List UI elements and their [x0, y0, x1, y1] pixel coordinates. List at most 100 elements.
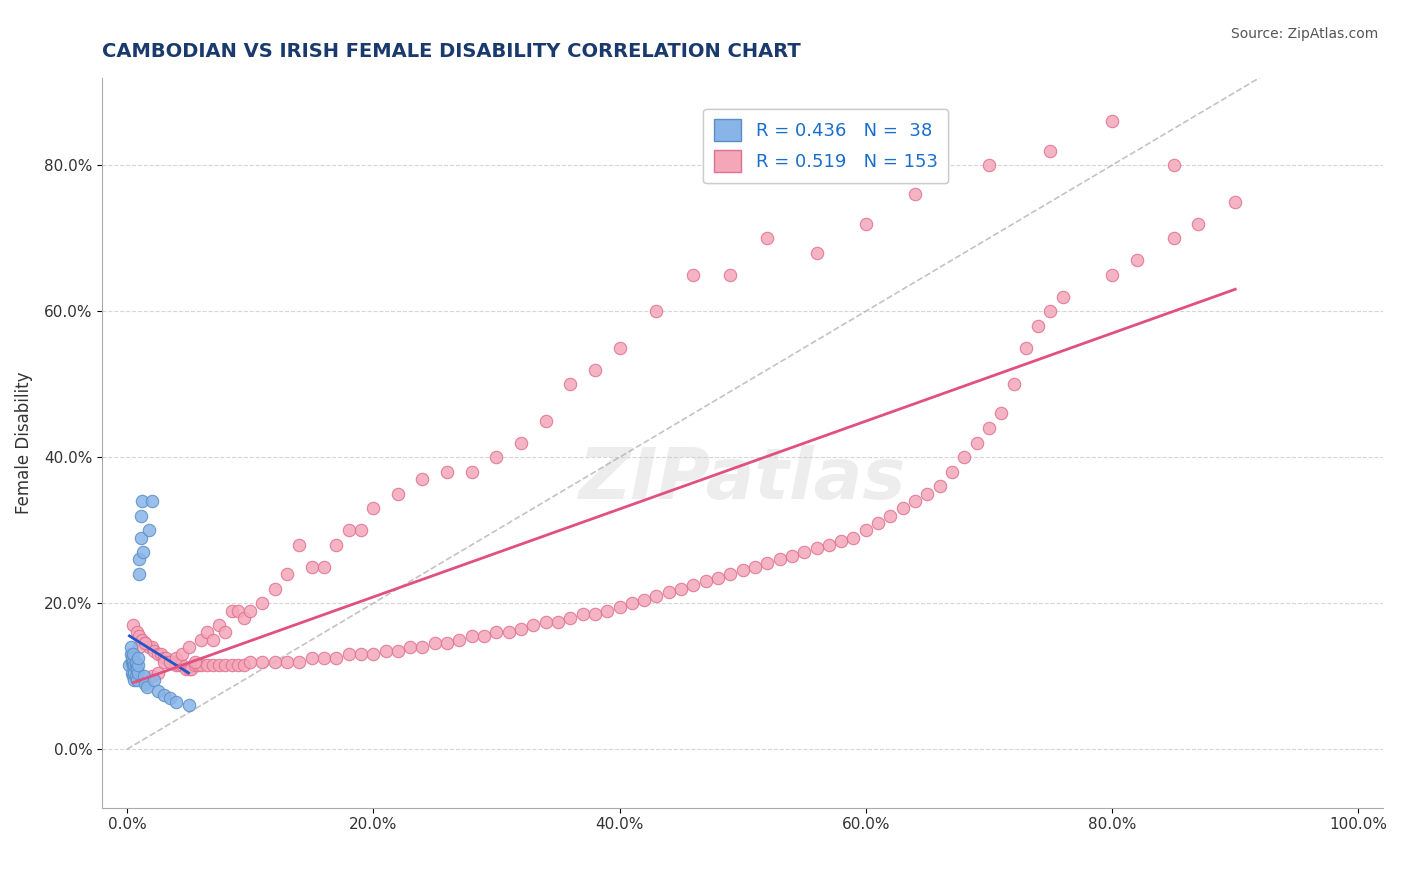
- Point: [208, 618, 231, 632]
- Point: [645, 589, 668, 603]
- Point: [387, 487, 409, 501]
- Point: [718, 268, 741, 282]
- Point: [534, 615, 557, 629]
- Point: [146, 648, 169, 662]
- Point: [756, 556, 779, 570]
- Point: [146, 684, 169, 698]
- Point: [127, 665, 149, 680]
- Point: [633, 592, 655, 607]
- Point: [183, 658, 205, 673]
- Point: [124, 673, 146, 687]
- Point: [118, 658, 141, 673]
- Point: [125, 673, 148, 687]
- Point: [190, 658, 212, 673]
- Point: [1163, 231, 1185, 245]
- Point: [135, 680, 157, 694]
- Point: [128, 629, 150, 643]
- Point: [731, 563, 754, 577]
- Point: [1163, 158, 1185, 172]
- Text: ZIPatlas: ZIPatlas: [579, 444, 907, 514]
- Point: [208, 658, 231, 673]
- Point: [134, 676, 156, 690]
- Point: [977, 421, 1000, 435]
- Point: [361, 648, 384, 662]
- Point: [131, 494, 153, 508]
- Point: [122, 648, 145, 662]
- Point: [645, 304, 668, 318]
- Point: [129, 531, 152, 545]
- Point: [374, 643, 396, 657]
- Point: [498, 625, 520, 640]
- Point: [350, 648, 373, 662]
- Point: [177, 662, 200, 676]
- Point: [990, 406, 1012, 420]
- Point: [1225, 194, 1247, 209]
- Point: [226, 658, 249, 673]
- Point: [361, 501, 384, 516]
- Point: [153, 688, 176, 702]
- Point: [1015, 341, 1038, 355]
- Point: [134, 636, 156, 650]
- Point: [411, 640, 433, 654]
- Point: [461, 465, 484, 479]
- Point: [124, 658, 146, 673]
- Point: [177, 698, 200, 713]
- Point: [180, 662, 202, 676]
- Point: [127, 658, 149, 673]
- Point: [122, 655, 145, 669]
- Point: [120, 648, 142, 662]
- Point: [276, 567, 298, 582]
- Point: [350, 523, 373, 537]
- Point: [842, 531, 865, 545]
- Point: [953, 450, 976, 465]
- Point: [174, 662, 197, 676]
- Point: [855, 217, 877, 231]
- Point: [288, 655, 311, 669]
- Point: [165, 651, 187, 665]
- Point: [124, 665, 146, 680]
- Point: [239, 655, 262, 669]
- Point: [128, 640, 150, 654]
- Point: [436, 636, 458, 650]
- Point: [172, 648, 194, 662]
- Point: [187, 658, 209, 673]
- Point: [121, 651, 143, 665]
- Point: [129, 508, 152, 523]
- Point: [1101, 114, 1123, 128]
- Point: [337, 523, 360, 537]
- Point: [276, 655, 298, 669]
- Point: [183, 655, 205, 669]
- Y-axis label: Female Disability: Female Disability: [15, 371, 32, 514]
- Point: [138, 523, 160, 537]
- Point: [718, 567, 741, 582]
- Point: [868, 516, 890, 530]
- Point: [917, 487, 939, 501]
- Point: [891, 501, 914, 516]
- Point: [879, 508, 901, 523]
- Point: [780, 549, 803, 563]
- Point: [124, 655, 146, 669]
- Point: [124, 669, 146, 683]
- Point: [904, 187, 927, 202]
- Point: [125, 662, 148, 676]
- Point: [214, 625, 236, 640]
- Text: Source: ZipAtlas.com: Source: ZipAtlas.com: [1230, 27, 1378, 41]
- Point: [325, 651, 347, 665]
- Point: [596, 603, 619, 617]
- Point: [134, 669, 156, 683]
- Point: [325, 538, 347, 552]
- Point: [125, 625, 148, 640]
- Point: [744, 559, 766, 574]
- Point: [153, 655, 176, 669]
- Point: [252, 596, 274, 610]
- Point: [658, 585, 681, 599]
- Point: [121, 655, 143, 669]
- Point: [312, 559, 335, 574]
- Point: [159, 691, 181, 706]
- Point: [399, 640, 422, 654]
- Point: [695, 574, 717, 589]
- Point: [818, 538, 841, 552]
- Point: [226, 603, 249, 617]
- Point: [337, 648, 360, 662]
- Point: [669, 582, 692, 596]
